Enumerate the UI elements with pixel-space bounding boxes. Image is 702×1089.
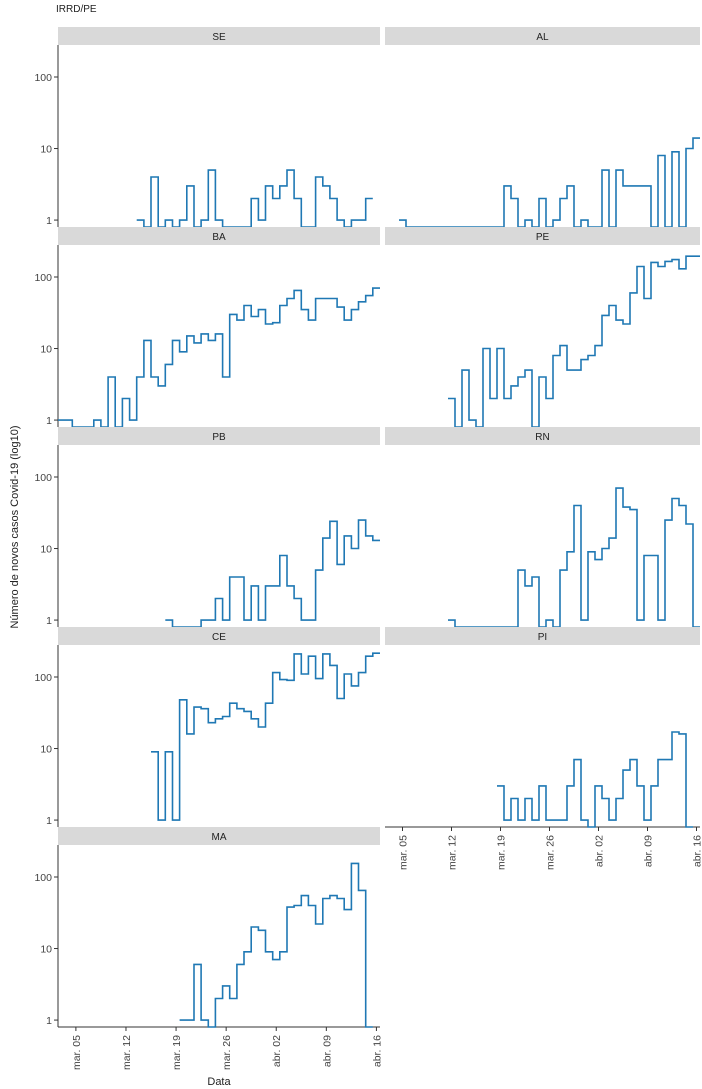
facet-strip <box>58 27 380 45</box>
facet-strip <box>58 827 380 845</box>
x-tick-label: abr. 02 <box>271 1035 283 1067</box>
y-tick-label: 100 <box>34 72 52 84</box>
x-tick-label: mar. 26 <box>545 835 557 870</box>
facet-label: PI <box>538 632 547 643</box>
y-tick-label: 1 <box>46 815 52 827</box>
x-tick-label: abr. 16 <box>371 1035 383 1067</box>
series-line-ba <box>58 287 380 428</box>
facet-label: PB <box>212 432 226 443</box>
facet-label: PE <box>536 232 550 243</box>
facet-strip <box>58 227 380 245</box>
facet-label: BA <box>212 232 226 243</box>
series-line-se <box>136 169 373 228</box>
x-tick-label: abr. 02 <box>594 835 606 867</box>
x-tick-label: mar. 19 <box>496 835 508 870</box>
y-tick-label: 10 <box>40 744 52 756</box>
facet-strip <box>58 627 380 645</box>
y-tick-label: 100 <box>34 872 52 884</box>
facet-strip <box>385 27 700 45</box>
y-tick-label: 1 <box>46 415 52 427</box>
y-tick-label: 100 <box>34 472 52 484</box>
facet-label: MA <box>212 832 227 843</box>
facet-label: SE <box>212 32 226 43</box>
y-tick-label: 10 <box>40 944 52 956</box>
series-line-pi <box>497 731 693 828</box>
chart-subtitle: IRRD/PE <box>56 4 97 15</box>
series-line-pb <box>165 519 380 628</box>
facet-strip <box>385 227 700 245</box>
y-axis-title: Número de novos casos Covid-19 (log10) <box>9 426 21 629</box>
x-tick-label: mar. 05 <box>71 1035 83 1070</box>
series-line-ce <box>151 652 380 821</box>
x-tick-label: mar. 12 <box>121 1035 133 1070</box>
y-tick-label: 1 <box>46 1015 52 1027</box>
y-tick-label: 10 <box>40 144 52 156</box>
y-tick-label: 10 <box>40 544 52 556</box>
series-line-pe <box>448 255 700 428</box>
x-tick-label: mar. 26 <box>221 1035 233 1070</box>
x-tick-label: abr. 09 <box>643 835 655 867</box>
series-line-rn <box>448 487 700 628</box>
y-tick-label: 100 <box>34 272 52 284</box>
facet-strip <box>385 627 700 645</box>
y-tick-label: 10 <box>40 344 52 356</box>
x-tick-label: mar. 12 <box>447 835 459 870</box>
y-tick-label: 1 <box>46 615 52 627</box>
x-tick-label: mar. 19 <box>171 1035 183 1070</box>
series-line-ma <box>179 862 373 1028</box>
y-tick-label: 100 <box>34 672 52 684</box>
series-line-al <box>399 137 700 228</box>
facet-strip <box>58 427 380 445</box>
y-tick-label: 1 <box>46 215 52 227</box>
x-tick-label: abr. 16 <box>692 835 702 867</box>
facet-label: CE <box>212 632 226 643</box>
x-tick-label: mar. 05 <box>398 835 410 870</box>
x-axis-title: Data <box>207 1076 231 1088</box>
facet-label: AL <box>536 32 549 43</box>
facet-label: RN <box>535 432 549 443</box>
facet-strip <box>385 427 700 445</box>
x-tick-label: abr. 09 <box>321 1035 333 1067</box>
